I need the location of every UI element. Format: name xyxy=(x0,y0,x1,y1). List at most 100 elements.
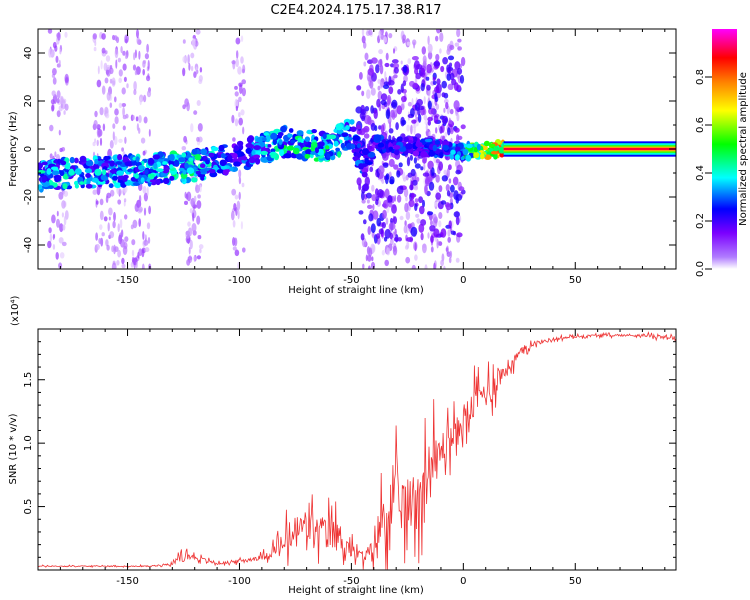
heat-noise xyxy=(97,65,100,75)
heat-noise xyxy=(454,42,460,47)
heat-noise xyxy=(199,184,202,193)
heat-blob xyxy=(455,216,460,226)
heat-blob xyxy=(424,184,428,195)
heat-ridge-blob xyxy=(130,160,137,166)
snr-series xyxy=(38,331,676,570)
heat-noise xyxy=(109,140,114,149)
heat-ridge-blob xyxy=(265,135,271,143)
heat-noise xyxy=(109,231,115,239)
heat-noise xyxy=(403,177,407,182)
heat-blob xyxy=(391,102,397,108)
heat-ridge-blob xyxy=(219,159,227,167)
spectrogram-xtick-label: -150 xyxy=(116,275,139,286)
heat-noise xyxy=(428,131,431,137)
heat-noise xyxy=(388,33,393,39)
heat-ridge-blob xyxy=(286,145,294,151)
heat-ridge-blob xyxy=(337,151,342,158)
heat-ridge-blob xyxy=(287,133,293,138)
heat-ridge-blob xyxy=(476,143,481,151)
heat-blob xyxy=(448,119,453,125)
heat-noise xyxy=(195,29,201,35)
heat-noise xyxy=(92,189,98,195)
heat-ridge-blob xyxy=(74,157,79,164)
heat-ridge-blob xyxy=(124,161,133,167)
heat-ridge-blob xyxy=(108,183,114,189)
heat-noise xyxy=(372,204,375,211)
heat-noise xyxy=(56,90,61,99)
heat-noise xyxy=(410,124,413,135)
heat-noise xyxy=(112,123,116,129)
heat-noise xyxy=(235,207,238,216)
heat-noise xyxy=(132,114,135,121)
heat-blob xyxy=(367,116,372,126)
heat-noise xyxy=(146,90,152,98)
heat-noise xyxy=(192,212,195,222)
heat-blob xyxy=(363,219,367,225)
heat-blob xyxy=(372,210,379,220)
heat-noise xyxy=(105,195,109,203)
heat-ridge-blob xyxy=(127,168,134,173)
heat-noise xyxy=(55,252,59,260)
heat-ridge-blob xyxy=(442,140,450,147)
heat-ridge-blob xyxy=(434,140,441,145)
heat-ridge-blob xyxy=(255,157,261,165)
heat-noise xyxy=(99,137,103,146)
heat-noise xyxy=(368,247,373,257)
heat-noise xyxy=(105,55,111,62)
heat-ridge-blob xyxy=(377,142,385,148)
heat-ridge-blob xyxy=(399,147,407,152)
heat-ridge-blob xyxy=(272,138,277,145)
heat-noise xyxy=(448,178,452,184)
heat-noise xyxy=(379,81,383,89)
heat-noise xyxy=(65,77,69,83)
heat-noise xyxy=(112,80,116,85)
heat-ridge-blob xyxy=(41,161,48,166)
heat-noise xyxy=(392,245,398,256)
heat-noise xyxy=(407,58,412,65)
heat-ridge-blob xyxy=(340,142,346,149)
heat-blob xyxy=(370,223,376,234)
heat-noise xyxy=(436,29,441,34)
heat-ridge-blob xyxy=(85,173,91,178)
heat-blob xyxy=(374,125,378,132)
heat-noise xyxy=(394,228,397,236)
heat-noise xyxy=(147,237,151,244)
heat-ridge-blob xyxy=(62,173,69,180)
heat-noise xyxy=(231,210,235,221)
heat-noise xyxy=(191,38,196,48)
heat-blob xyxy=(416,98,424,107)
heat-ridge-blob xyxy=(169,154,175,162)
heat-noise xyxy=(238,112,241,118)
heat-ridge-blob xyxy=(156,168,164,173)
spectrogram-xtick-label: -100 xyxy=(228,275,251,286)
heat-noise xyxy=(379,58,383,66)
heat-blob xyxy=(393,237,399,242)
heat-blob xyxy=(440,65,445,73)
heat-noise xyxy=(196,215,201,225)
heat-noise xyxy=(423,96,426,105)
heat-ridge-blob xyxy=(361,171,368,178)
spectrogram-ytick-label: -40 xyxy=(23,237,34,253)
heat-noise xyxy=(131,249,135,257)
heat-ridge-blob xyxy=(222,169,229,176)
heat-noise xyxy=(135,116,139,122)
heat-blob xyxy=(382,151,389,161)
heat-ridge-blob xyxy=(415,141,423,148)
heat-blob xyxy=(360,104,366,113)
heat-blob xyxy=(371,57,378,64)
heat-noise xyxy=(456,29,461,38)
heat-ridge-blob xyxy=(263,132,269,136)
heat-noise xyxy=(141,248,145,258)
heat-noise xyxy=(371,256,374,262)
heat-noise xyxy=(234,85,238,90)
heat-ridge-blob xyxy=(310,145,316,152)
heat-noise xyxy=(148,129,151,137)
heat-blob xyxy=(453,82,459,91)
heat-noise xyxy=(106,91,111,101)
heat-blob xyxy=(368,213,374,222)
heat-blob xyxy=(358,210,364,215)
heat-noise xyxy=(372,231,375,239)
heat-blob xyxy=(430,235,434,243)
heat-noise xyxy=(132,257,137,265)
heat-ridge-blob xyxy=(208,169,216,174)
